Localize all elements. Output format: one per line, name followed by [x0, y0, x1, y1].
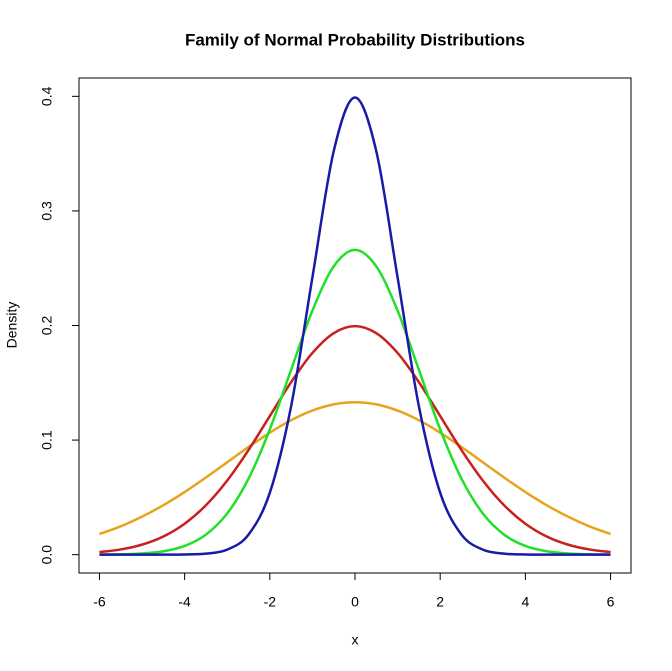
- y-tick-label: 0.1: [39, 430, 55, 450]
- x-tick-label: -6: [93, 594, 106, 610]
- x-tick-label: 2: [436, 594, 444, 610]
- density-curve: [99, 401, 611, 536]
- x-tick-label: 4: [521, 594, 529, 610]
- x-tick-label: -4: [178, 594, 191, 610]
- y-tick-label: 0.4: [39, 86, 55, 106]
- density-curve: [99, 248, 611, 556]
- x-tick-label: 6: [607, 594, 615, 610]
- y-tick-label: 0.3: [39, 201, 55, 221]
- x-tick-label: 0: [351, 594, 359, 610]
- chart-title: Family of Normal Probability Distributio…: [185, 30, 525, 49]
- y-tick-label: 0.2: [39, 316, 55, 336]
- y-tick-label: 0.0: [39, 545, 55, 565]
- x-axis-label: x: [352, 632, 359, 648]
- x-tick-label: -2: [264, 594, 277, 610]
- density-curve: [99, 324, 611, 554]
- density-curve: [99, 96, 611, 556]
- y-axis-label: Density: [4, 302, 20, 349]
